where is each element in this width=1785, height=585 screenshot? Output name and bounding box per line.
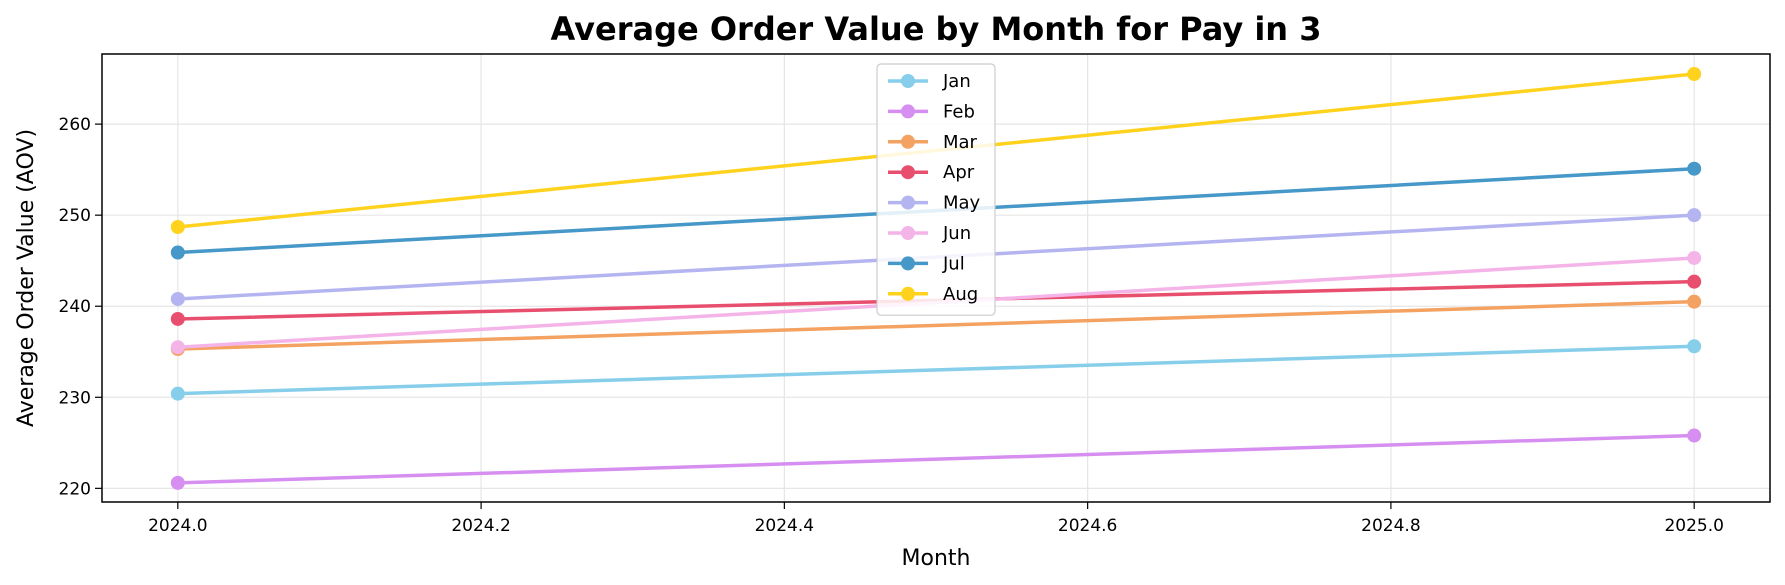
series-jan (170, 339, 1702, 401)
legend-label-jul: Jul (942, 253, 965, 274)
legend-item-apr: Apr (888, 162, 975, 183)
data-point-may (170, 291, 185, 306)
legend-marker-apr (901, 165, 915, 180)
y-axis-title: Average Order Value (AOV) (14, 129, 39, 427)
data-point-jul (1687, 161, 1702, 176)
series-feb (170, 428, 1702, 490)
x-tick-label: 2024.2 (451, 516, 510, 536)
legend-item-may: May (888, 193, 981, 214)
x-tick-label: 2024.0 (148, 516, 207, 536)
legend-marker-aug (901, 286, 915, 301)
data-point-feb (170, 475, 185, 490)
legend-label-feb: Feb (943, 101, 975, 122)
legend-marker-may (901, 195, 915, 210)
data-point-mar (1687, 294, 1702, 309)
y-tick-label: 220 (59, 479, 91, 499)
legend-marker-jul (901, 256, 915, 271)
legend-item-feb: Feb (888, 101, 975, 122)
data-point-feb (1687, 428, 1702, 443)
data-point-aug (1687, 67, 1702, 82)
x-tick-label: 2024.8 (1361, 516, 1420, 536)
data-point-apr (170, 311, 185, 326)
legend: Jan Feb Mar Apr May Jun Jul Aug (876, 63, 996, 316)
legend-label-mar: Mar (943, 132, 978, 153)
y-tick-label: 230 (59, 388, 91, 408)
data-point-jan (170, 386, 185, 401)
data-point-jun (170, 340, 185, 355)
data-point-jun (1687, 250, 1702, 265)
data-point-aug (170, 220, 185, 235)
legend-box (876, 63, 996, 316)
legend-item-jul: Jul (888, 253, 965, 274)
legend-marker-feb (901, 104, 915, 119)
chart-title: Average Order Value by Month for Pay in … (551, 10, 1322, 48)
legend-marker-jun (901, 226, 915, 240)
data-point-jul (170, 245, 185, 260)
legend-item-jun: Jun (888, 223, 971, 244)
data-point-apr (1687, 274, 1702, 289)
legend-item-jan: Jan (888, 71, 971, 92)
legend-item-mar: Mar (888, 132, 978, 153)
legend-marker-mar (901, 134, 915, 149)
data-point-jan (1687, 339, 1702, 354)
plot-area-frame (101, 53, 1771, 503)
legend-label-apr: Apr (943, 162, 975, 183)
legend-label-aug: Aug (943, 284, 978, 305)
x-tick-label: 2024.6 (1058, 516, 1117, 536)
legend-label-may: May (943, 193, 981, 214)
series-line-feb (176, 433, 1696, 485)
axis-ticks: 2024.0 2024.2 2024.4 2024.6 2024.8 2025.0 220 2… (59, 115, 1724, 536)
y-tick-label: 250 (59, 206, 91, 226)
y-tick-label: 240 (59, 297, 91, 317)
legend-label-jan: Jan (942, 71, 971, 92)
legend-label-jun: Jun (942, 223, 971, 244)
series-line-mar (176, 299, 1696, 351)
data-point-may (1687, 208, 1702, 223)
y-tick-label: 260 (59, 115, 91, 135)
x-axis-title: Month (902, 546, 971, 571)
legend-item-aug: Aug (888, 284, 978, 305)
x-tick-label: 2025.0 (1664, 516, 1723, 536)
series-line-jan (176, 344, 1696, 396)
x-tick-label: 2024.4 (755, 516, 814, 536)
legend-marker-jan (901, 74, 915, 88)
